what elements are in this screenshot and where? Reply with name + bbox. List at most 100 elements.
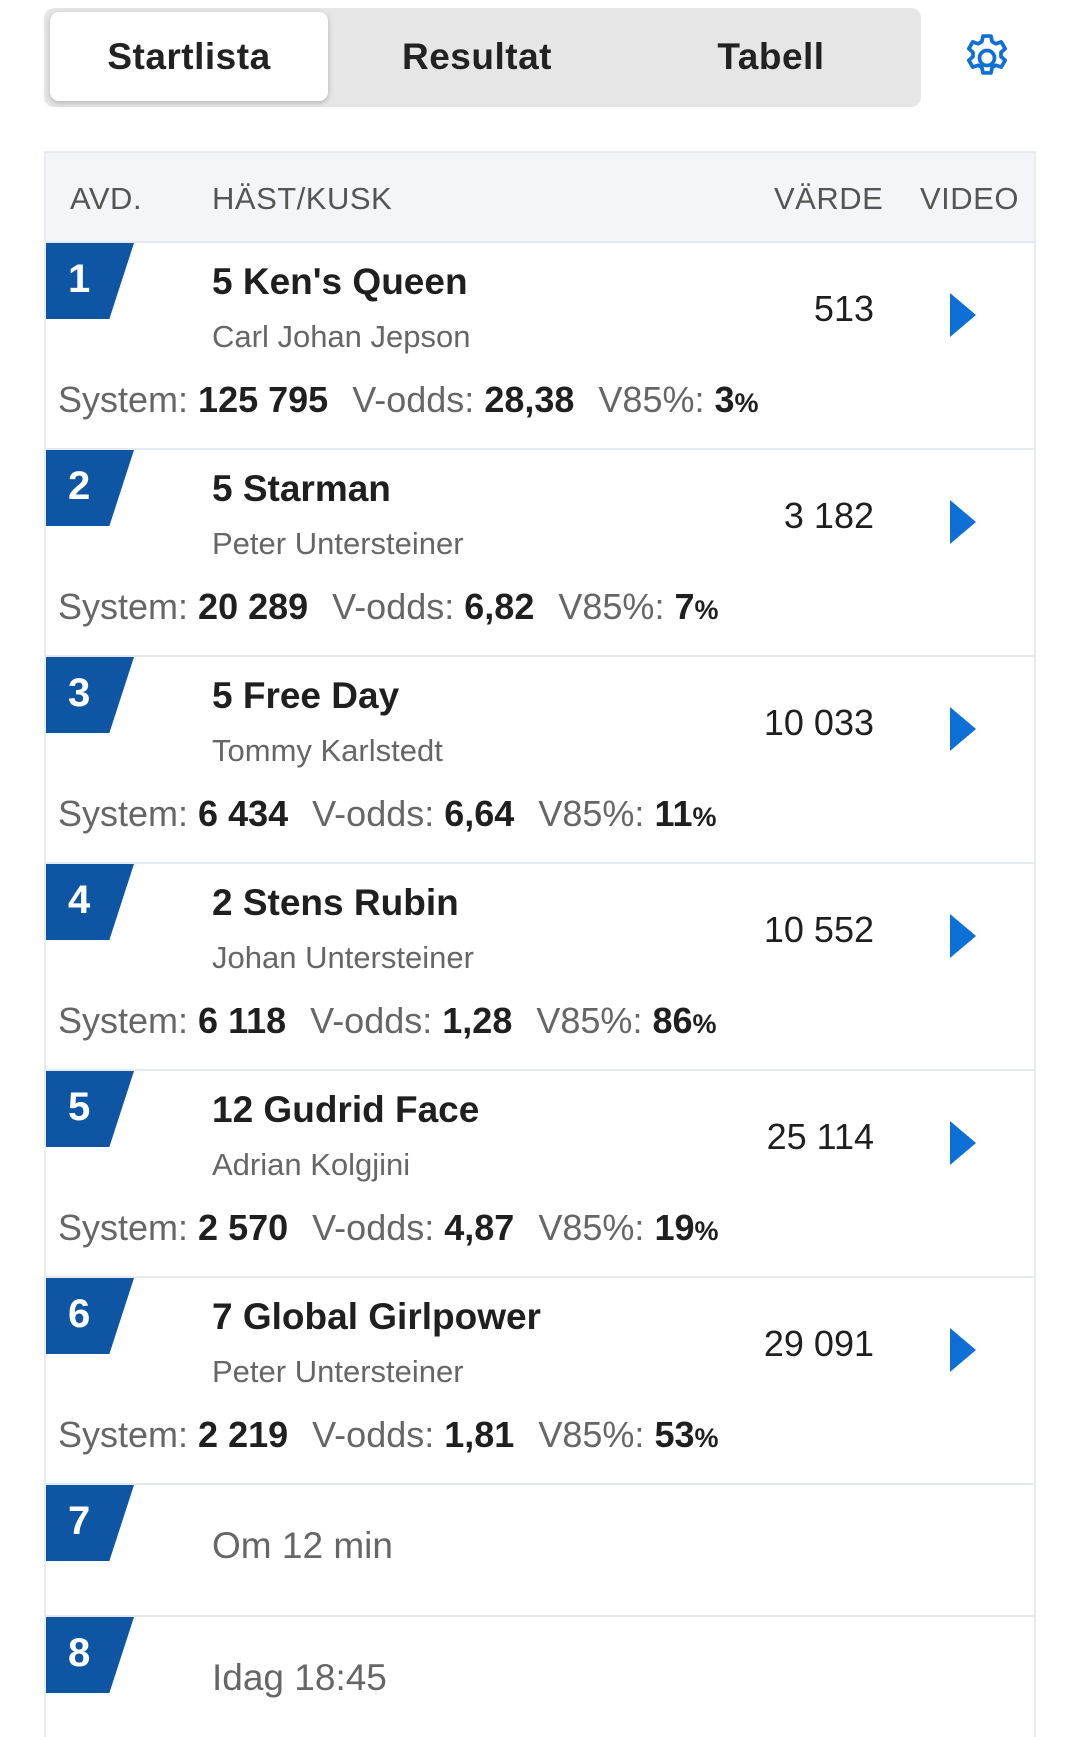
percent-sign: % (734, 388, 759, 418)
race-row[interactable]: 1 5 Ken's Queen Carl Johan Jepson 513 Sy… (46, 243, 1034, 450)
race-value: 25 114 (766, 1116, 874, 1157)
tab-tabell[interactable]: Tabell (717, 35, 825, 77)
horse-name: 5 Free Day (212, 675, 400, 716)
race-number: 5 (68, 1085, 91, 1129)
play-icon[interactable] (950, 287, 990, 343)
v85-value: 11 (654, 793, 693, 834)
race-number: 2 (68, 464, 91, 508)
race-stats: System: 125 795 V-odds: 28,38 V85%: 3% (58, 379, 759, 421)
race-row[interactable]: 6 7 Global Girlpower Peter Untersteiner … (46, 1278, 1034, 1485)
race-value: 513 (813, 288, 874, 329)
percent-sign: % (694, 1423, 719, 1453)
race-table: AVD. HÄST/KUSK VÄRDE VIDEO 1 5 Ken's Que… (44, 151, 1036, 1737)
vodds-value: 6,82 (464, 586, 535, 627)
driver-name: Adrian Kolgjini (212, 1147, 411, 1182)
system-value: 20 289 (198, 586, 309, 627)
vodds-value: 1,28 (442, 1000, 513, 1041)
race-stats: System: 6 434 V-odds: 6,64 V85%: 11% (58, 793, 717, 835)
race-number: 1 (68, 257, 91, 301)
race-number: 8 (68, 1631, 91, 1675)
tab-resultat[interactable]: Resultat (402, 35, 552, 77)
race-number-flag: 3 (46, 657, 134, 733)
race-number-flag: 8 (46, 1617, 134, 1693)
driver-name: Johan Untersteiner (212, 940, 474, 975)
gear-icon[interactable] (959, 30, 1015, 86)
vodds-value: 1,81 (444, 1414, 515, 1455)
race-number-flag: 4 (46, 864, 134, 940)
system-value: 6 118 (198, 1000, 287, 1041)
table-header: AVD. HÄST/KUSK VÄRDE VIDEO (46, 153, 1034, 243)
vodds-label: V-odds: (312, 793, 435, 834)
play-icon[interactable] (950, 701, 990, 757)
system-label: System: (58, 1207, 189, 1248)
race-row-upcoming[interactable]: 8 Idag 18:45 (46, 1617, 1034, 1737)
header-avd: AVD. (70, 181, 143, 216)
race-row[interactable]: 3 5 Free Day Tommy Karlstedt 10 033 Syst… (46, 657, 1034, 864)
race-number-flag: 7 (46, 1485, 134, 1561)
play-icon[interactable] (950, 1115, 990, 1171)
v85-label: V85%: (538, 793, 645, 834)
vodds-value: 4,87 (444, 1207, 515, 1248)
race-stats: System: 2 219 V-odds: 1,81 V85%: 53% (58, 1414, 719, 1456)
race-value: 10 033 (763, 702, 874, 743)
race-number: 6 (68, 1292, 91, 1336)
system-label: System: (58, 793, 189, 834)
race-stats: System: 6 118 V-odds: 1,28 V85%: 86% (58, 1000, 717, 1042)
system-label: System: (58, 586, 189, 627)
race-number-flag: 6 (46, 1278, 134, 1354)
horse-name: 5 Ken's Queen (212, 261, 468, 302)
vodds-label: V-odds: (352, 379, 475, 420)
race-row[interactable]: 5 12 Gudrid Face Adrian Kolgjini 25 114 … (46, 1071, 1034, 1278)
race-value: 10 552 (763, 909, 874, 950)
v85-label: V85%: (558, 586, 665, 627)
play-icon[interactable] (950, 1322, 990, 1378)
v85-label: V85%: (538, 1207, 645, 1248)
system-label: System: (58, 1000, 189, 1041)
header-video: VIDEO (920, 181, 1019, 216)
horse-name: 7 Global Girlpower (212, 1296, 541, 1337)
v85-value: 7 (674, 586, 695, 627)
race-value: 29 091 (763, 1323, 874, 1364)
driver-name: Tommy Karlstedt (212, 733, 443, 768)
race-number: 7 (68, 1499, 91, 1543)
v85-value: 86 (652, 1000, 693, 1041)
v85-value: 53 (654, 1414, 695, 1455)
race-number-flag: 1 (46, 243, 134, 319)
vodds-value: 28,38 (484, 379, 575, 420)
horse-name: 5 Starman (212, 468, 391, 509)
driver-name: Carl Johan Jepson (212, 319, 471, 354)
percent-sign: % (692, 802, 717, 832)
race-row[interactable]: 2 5 Starman Peter Untersteiner 3 182 Sys… (46, 450, 1034, 657)
tab-bar: Startlista Resultat Tabell (44, 8, 921, 107)
race-value: 3 182 (783, 495, 874, 536)
race-start-time: Om 12 min (212, 1525, 393, 1566)
percent-sign: % (692, 1009, 717, 1039)
race-number-flag: 5 (46, 1071, 134, 1147)
tab-startlista[interactable]: Startlista (50, 12, 328, 101)
v85-label: V85%: (536, 1000, 643, 1041)
race-stats: System: 20 289 V-odds: 6,82 V85%: 7% (58, 586, 719, 628)
vodds-value: 6,64 (444, 793, 515, 834)
horse-name: 2 Stens Rubin (212, 882, 459, 923)
race-start-time: Idag 18:45 (212, 1657, 387, 1698)
vodds-label: V-odds: (332, 586, 455, 627)
system-value: 2 219 (198, 1414, 289, 1455)
driver-name: Peter Untersteiner (212, 526, 464, 561)
race-row[interactable]: 4 2 Stens Rubin Johan Untersteiner 10 55… (46, 864, 1034, 1071)
driver-name: Peter Untersteiner (212, 1354, 464, 1389)
system-value: 2 570 (198, 1207, 289, 1248)
percent-sign: % (694, 595, 719, 625)
v85-label: V85%: (598, 379, 705, 420)
race-row-upcoming[interactable]: 7 Om 12 min (46, 1485, 1034, 1617)
vodds-label: V-odds: (312, 1207, 435, 1248)
header-hast-kusk: HÄST/KUSK (212, 181, 393, 216)
v85-value: 19 (654, 1207, 695, 1248)
system-value: 125 795 (198, 379, 329, 420)
horse-name: 12 Gudrid Face (212, 1089, 480, 1130)
v85-label: V85%: (538, 1414, 645, 1455)
system-value: 6 434 (198, 793, 289, 834)
play-icon[interactable] (950, 908, 990, 964)
vodds-label: V-odds: (310, 1000, 433, 1041)
system-label: System: (58, 1414, 189, 1455)
play-icon[interactable] (950, 494, 990, 550)
